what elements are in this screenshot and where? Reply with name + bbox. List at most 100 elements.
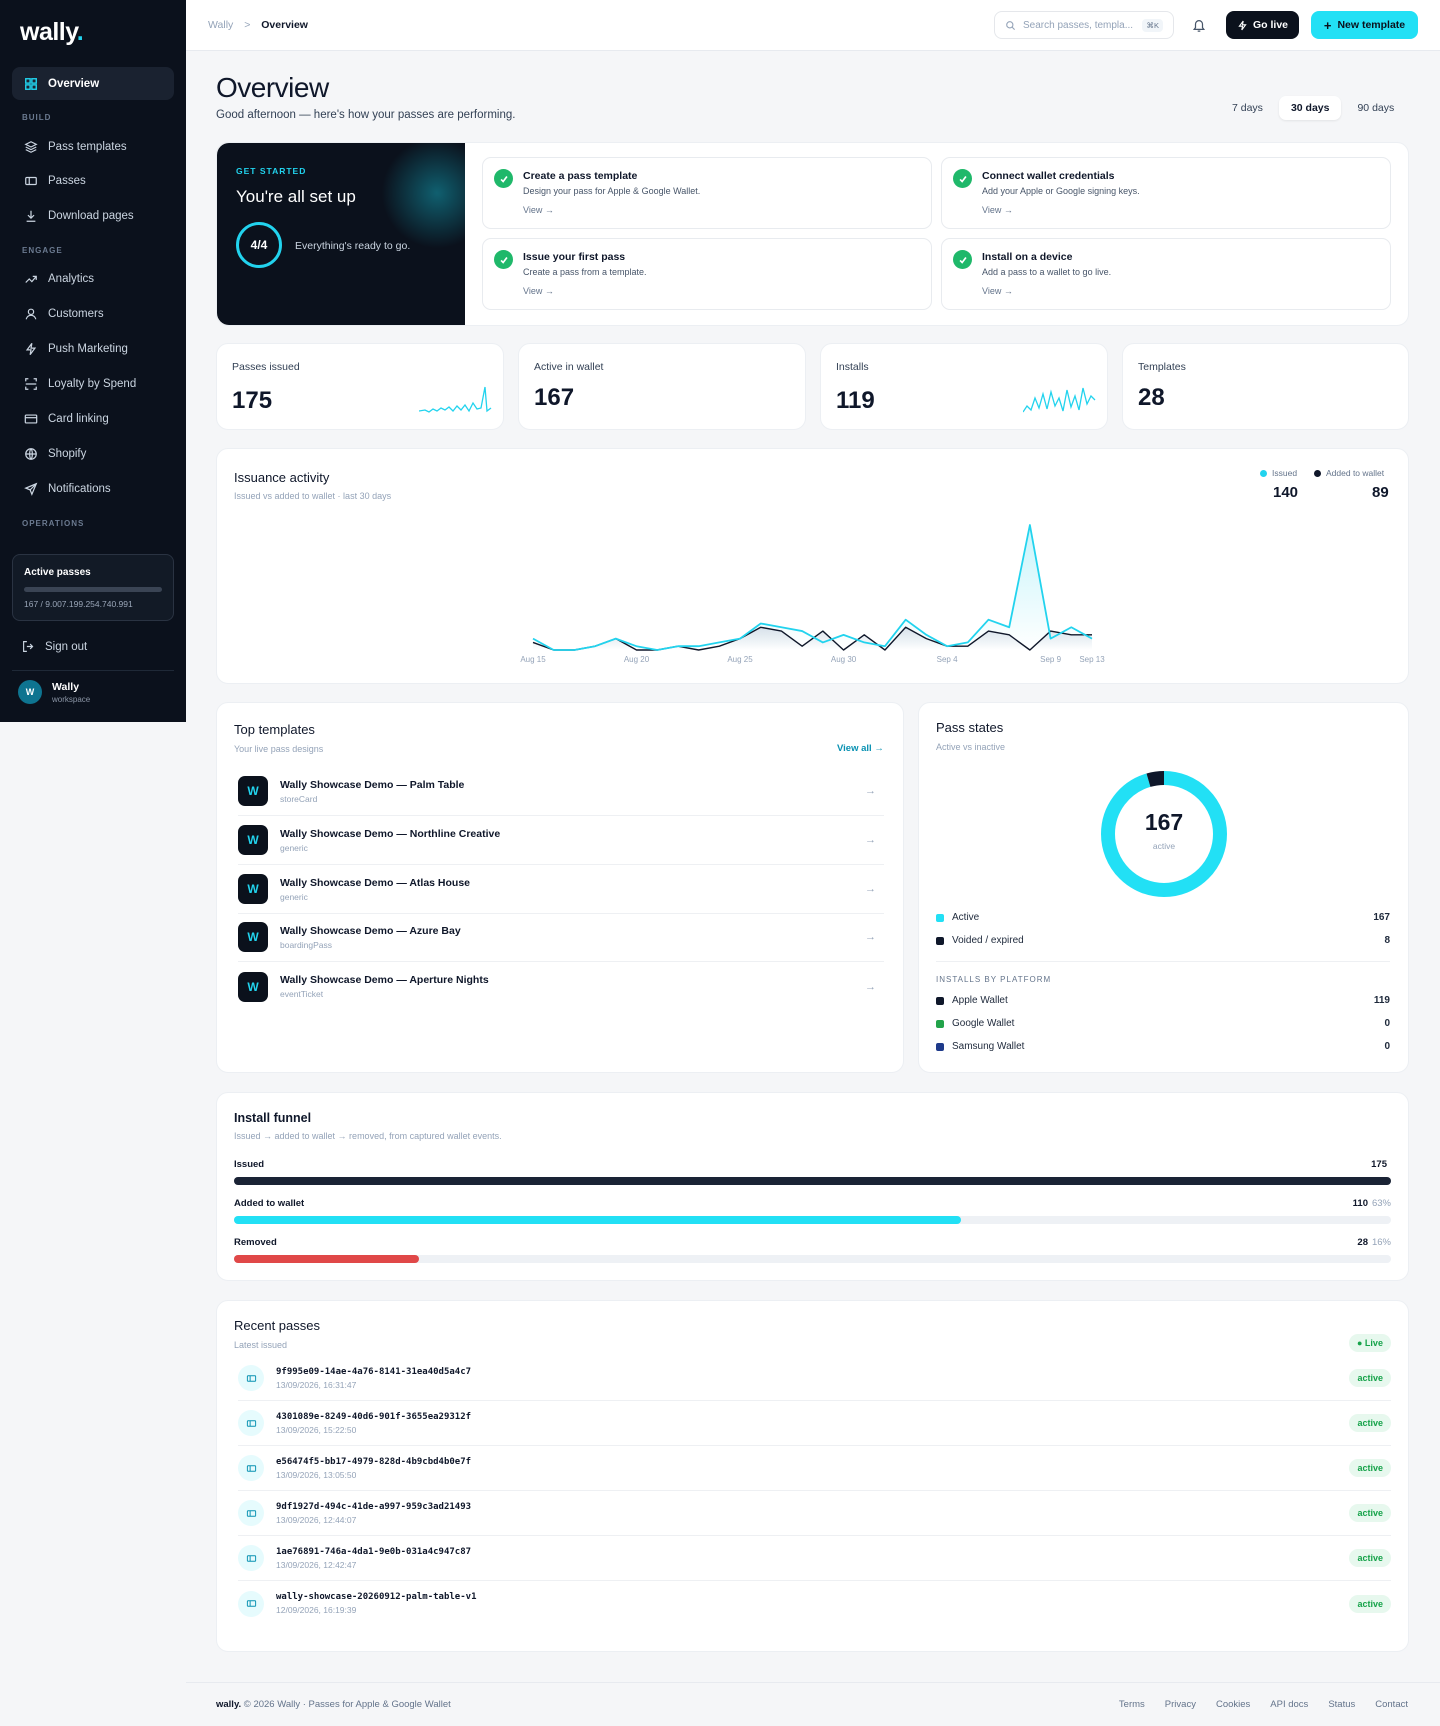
bell-icon[interactable] <box>1192 17 1206 33</box>
template-row[interactable]: W Wally Showcase Demo — Aperture Nights e… <box>238 962 884 1011</box>
funnel-track <box>234 1177 1391 1185</box>
task-view-link[interactable]: View → <box>982 286 1013 296</box>
recent-passes-card <box>216 1300 1409 1652</box>
sidebar-item-push-marketing[interactable]: Push Marketing <box>12 332 174 365</box>
new-template-button[interactable]: + New template <box>1311 11 1418 39</box>
sidebar-item-card-linking[interactable]: Card linking <box>12 402 174 435</box>
live-badge: ● Live <box>1349 1334 1391 1352</box>
sidebar-item-label: Notifications <box>48 482 111 495</box>
arrow-right-icon: → <box>865 785 876 797</box>
state-label: Active <box>952 912 980 923</box>
recent-pass-row[interactable]: 9df1927d-494c-41de-a997-959c3ad21493 13/0… <box>238 1491 1391 1536</box>
template-name: Wally Showcase Demo — Aperture Nights <box>280 974 489 986</box>
user-profile[interactable]: W Wally workspace <box>18 680 90 704</box>
search-input[interactable]: Search passes, templa... ⌘K <box>994 11 1174 39</box>
ticket-icon <box>238 1365 264 1391</box>
state-value: 167 <box>1373 912 1390 923</box>
logo[interactable]: wally. <box>20 18 84 46</box>
sparkline-installs <box>1023 387 1096 413</box>
search-icon <box>1006 20 1016 30</box>
task-install-device[interactable]: Install on a device Add a pass to a wall… <box>941 238 1391 310</box>
ticket-icon <box>238 1410 264 1436</box>
x-tick-label: Aug 30 <box>831 655 857 664</box>
donut-value: 167 <box>1144 809 1184 835</box>
new-template-label: New template <box>1337 19 1406 31</box>
range-90-days[interactable]: 90 days <box>1357 102 1395 114</box>
sidebar-item-overview[interactable]: Overview <box>12 67 174 100</box>
stat-label: Installs <box>836 361 869 373</box>
footer-link-cookies[interactable]: Cookies <box>1215 1699 1251 1710</box>
recent-pass-row[interactable]: 9f995e09-14ae-4a76-8141-31ea40d5a4c7 13/0… <box>238 1356 1391 1401</box>
template-name: Wally Showcase Demo — Northline Creative <box>280 827 501 840</box>
sidebar-item-shopify[interactable]: Shopify <box>12 437 174 470</box>
issuance-subtitle: Issued vs added to wallet · last 30 days <box>234 491 392 501</box>
task-view-link[interactable]: View → <box>523 205 554 215</box>
footer-link-status[interactable]: Status <box>1328 1699 1356 1710</box>
range-30-days[interactable]: 30 days <box>1278 96 1342 120</box>
recent-pass-row[interactable]: 4301089e-8249-40d6-901f-3655ea29312f 13/0… <box>238 1401 1391 1446</box>
stat-templates: Templates 28 <box>1122 343 1409 430</box>
go-live-label: Go live <box>1252 19 1288 31</box>
recent-title: Recent passes <box>234 1318 320 1333</box>
breadcrumb: Wally > Overview <box>208 19 308 31</box>
template-row[interactable]: W Wally Showcase Demo — Azure Bay boardin… <box>238 913 884 962</box>
template-row[interactable]: W Wally Showcase Demo — Atlas House gener… <box>238 865 884 914</box>
breadcrumb-root[interactable]: Wally <box>208 19 234 31</box>
glow <box>377 143 465 253</box>
sidebar-item-passes[interactable]: Passes <box>12 164 174 197</box>
go-live-button[interactable]: Go live <box>1226 11 1299 39</box>
get-started-title: You're all set up <box>236 187 356 206</box>
template-type: storeCard <box>280 793 318 804</box>
template-row[interactable]: W Wally Showcase Demo — Northline Creati… <box>238 816 884 865</box>
ticket-icon <box>238 1590 264 1617</box>
template-type: generic <box>280 891 308 902</box>
footer-brand: wally. <box>216 1699 242 1710</box>
task-view-link[interactable]: View → <box>523 286 554 296</box>
recent-pass-row[interactable]: 1ae76891-746a-4da1-9e0b-031a4c947c87 13/0… <box>238 1536 1391 1581</box>
stat-label: Passes issued <box>232 361 300 373</box>
arrow-right-icon: → <box>865 931 876 943</box>
sidebar-item-download-pages[interactable]: Download pages <box>12 199 174 232</box>
search-shortcut: ⌘K <box>1142 18 1163 32</box>
task-view-link[interactable]: View → <box>982 205 1013 215</box>
footer-link-privacy[interactable]: Privacy <box>1164 1699 1196 1710</box>
funnel-track <box>234 1216 1391 1224</box>
globe-icon <box>25 447 37 460</box>
status-badge: active <box>1349 1414 1391 1432</box>
sidebar-item-analytics[interactable]: Analytics <box>12 262 174 295</box>
funnel-step-label: Removed <box>234 1237 277 1248</box>
logout-icon <box>23 641 34 652</box>
sign-out-button[interactable]: Sign out <box>22 640 87 653</box>
pass-id: 9f995e09-14ae-4a76-8141-31ea40d5a4c7 <box>276 1366 472 1377</box>
ticket-icon <box>238 1545 264 1571</box>
arrow-right-icon: → <box>865 980 876 993</box>
view-all-link[interactable]: View all → <box>837 743 884 754</box>
sidebar-item-customers[interactable]: Customers <box>12 297 174 330</box>
sidebar-item-pass-templates[interactable]: Pass templates <box>12 130 174 163</box>
scan-icon <box>25 377 37 390</box>
footer-link-terms[interactable]: Terms <box>1118 1699 1145 1710</box>
template-name: Wally Showcase Demo — Atlas House <box>280 876 471 889</box>
recent-pass-row[interactable]: e56474f5-bb17-4979-828d-4b9cbd4b0e7f 13/0… <box>238 1446 1391 1491</box>
pass-id: 9df1927d-494c-41de-a997-959c3ad21493 <box>276 1501 472 1512</box>
task-desc: Add a pass to a wallet to go live. <box>982 267 1112 277</box>
platform-value: 119 <box>1373 995 1390 1006</box>
task-create-template[interactable]: Create a pass template Design your pass … <box>482 157 932 229</box>
sidebar-item-notifications[interactable]: Notifications <box>12 472 174 505</box>
template-row[interactable]: W Wally Showcase Demo — Palm Table storeC… <box>238 767 884 816</box>
task-title: Issue your first pass <box>523 251 626 263</box>
footer-link-contact[interactable]: Contact <box>1375 1699 1408 1710</box>
pass-timestamp: 13/09/2026, 12:44:07 <box>276 1514 357 1525</box>
recent-subtitle: Latest issued <box>234 1340 288 1350</box>
task-connect-credentials[interactable]: Connect wallet credentials Add your Appl… <box>941 157 1391 229</box>
recent-pass-row[interactable]: wally-showcase-20260912-palm-table-v1 12/… <box>238 1581 1391 1626</box>
platform-samsung: Samsung Wallet 0 <box>936 1041 1390 1052</box>
get-started-message: Everything's ready to go. <box>295 240 411 252</box>
sidebar-item-label: Pass templates <box>48 140 127 153</box>
sidebar-item-loyalty[interactable]: Loyalty by Spend <box>12 367 174 400</box>
legend-added: Added to wallet <box>1314 468 1384 478</box>
range-7-days[interactable]: 7 days <box>1232 102 1263 114</box>
footer-link-api-docs[interactable]: API docs <box>1270 1699 1309 1710</box>
legend-added-label: Added to wallet <box>1326 468 1385 478</box>
task-issue-pass[interactable]: Issue your first pass Create a pass from… <box>482 238 932 310</box>
